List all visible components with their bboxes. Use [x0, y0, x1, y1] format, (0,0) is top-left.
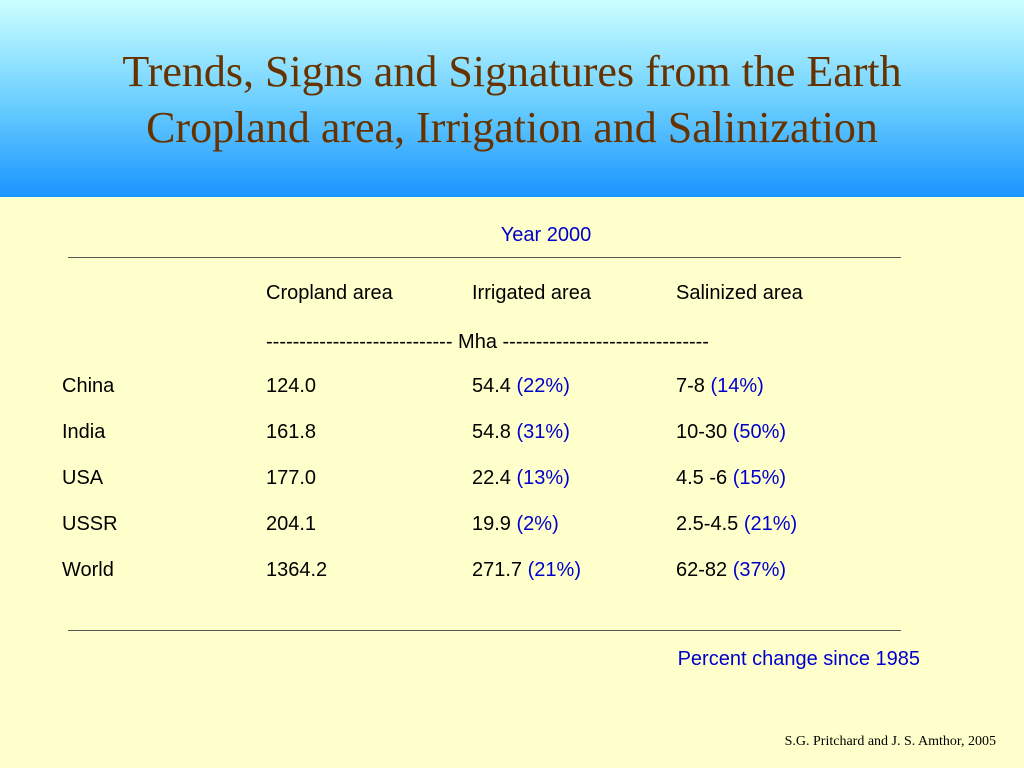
irrigated-value: 54.4: [472, 375, 511, 397]
irrigated-value: 19.9: [472, 513, 511, 535]
title-line-2: Cropland area, Irrigation and Salinizati…: [146, 103, 878, 152]
irrigated-percent: (13%): [516, 467, 570, 489]
salinized-cell: 10-30 (50%): [676, 421, 786, 444]
salinized-percent: (15%): [732, 467, 787, 489]
salinized-cell: 4.5 -6 (15%): [676, 467, 786, 490]
units-row: ---------------------------- Mha -------…: [266, 331, 709, 353]
salinized-cell: 7-8 (14%): [676, 375, 764, 398]
irrigated-cell: 54.8 (31%): [472, 421, 570, 444]
credit-line: S.G. Pritchard and J. S. Amthor, 2005: [784, 734, 996, 749]
irrigated-percent: (31%): [516, 421, 570, 443]
salinized-value: 2.5-4.5: [676, 513, 739, 535]
salinized-value: 7-8: [676, 375, 705, 397]
irrigated-cell: 22.4 (13%): [472, 467, 570, 490]
country-name: China: [62, 375, 115, 397]
column-header-salinized: Salinized area: [676, 282, 803, 304]
irrigated-cell: 271.7 (21%): [472, 559, 581, 582]
salinized-percent: (37%): [732, 559, 787, 581]
irrigated-cell: 54.4 (22%): [472, 375, 570, 398]
title-banner: Trends, Signs and Signatures from the Ea…: [0, 0, 1024, 197]
salinized-cell: 62-82 (37%): [676, 559, 786, 582]
column-header-irrigated: Irrigated area: [472, 282, 591, 304]
irrigated-percent: (2%): [516, 513, 559, 535]
year-label: Year 2000: [500, 224, 592, 246]
cropland-value: 177.0: [266, 467, 317, 489]
bottom-rule: [68, 630, 901, 631]
cropland-value: 204.1: [266, 513, 317, 535]
salinized-value: 10-30: [676, 421, 728, 443]
slide-title: Trends, Signs and Signatures from the Ea…: [0, 44, 1024, 156]
salinized-percent: (50%): [732, 421, 787, 443]
irrigated-value: 54.8: [472, 421, 511, 443]
salinized-percent: (14%): [710, 375, 764, 397]
country-name: USSR: [62, 513, 118, 535]
cropland-value: 161.8: [266, 421, 317, 443]
title-line-1: Trends, Signs and Signatures from the Ea…: [122, 47, 902, 96]
country-name: India: [62, 421, 106, 443]
country-name: USA: [62, 467, 104, 489]
salinized-value: 4.5 -6: [676, 467, 728, 489]
irrigated-percent: (21%): [527, 559, 581, 581]
cropland-value: 124.0: [266, 375, 317, 397]
top-rule: [68, 257, 901, 258]
irrigated-cell: 19.9 (2%): [472, 513, 559, 536]
salinized-percent: (21%): [743, 513, 798, 535]
irrigated-value: 271.7: [472, 559, 523, 581]
irrigated-value: 22.4: [472, 467, 511, 489]
column-header-cropland: Cropland area: [266, 282, 393, 304]
footnote: Percent change since 1985: [677, 648, 920, 670]
cropland-value: 1364.2: [266, 559, 328, 581]
salinized-value: 62-82: [676, 559, 728, 581]
country-name: World: [62, 559, 114, 581]
salinized-cell: 2.5-4.5 (21%): [676, 513, 797, 536]
irrigated-percent: (22%): [516, 375, 570, 397]
